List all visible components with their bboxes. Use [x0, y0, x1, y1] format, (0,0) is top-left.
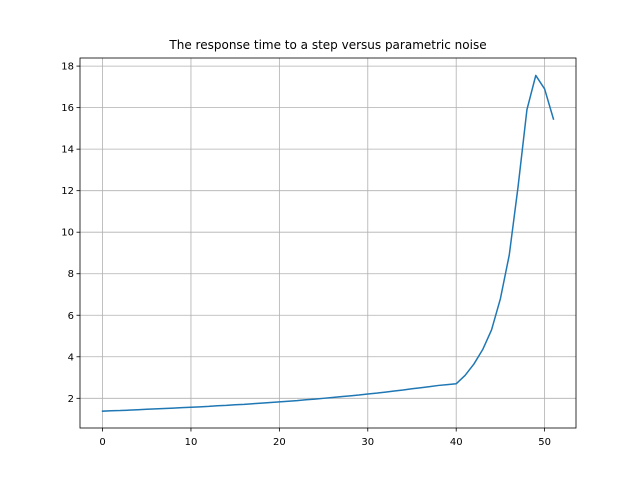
y-tick-label: 10: [61, 228, 74, 239]
x-tick-label: 30: [361, 437, 374, 448]
y-tick-label: 18: [61, 62, 74, 73]
y-tick-label: 16: [61, 103, 74, 114]
x-tick-label: 10: [185, 437, 198, 448]
x-axis: 0 10 20 30 40 50: [99, 428, 551, 448]
x-tick-label: 0: [99, 437, 105, 448]
y-axis: 2 4 6 8 10 12 14 16 18: [61, 62, 80, 405]
x-tick-label: 40: [450, 437, 463, 448]
series-line: [101, 74, 555, 412]
y-tick-label: 8: [68, 269, 74, 280]
y-tick-label: 12: [61, 186, 74, 197]
series-layer: [101, 74, 555, 412]
chart-title: The response time to a step versus param…: [168, 38, 486, 52]
y-tick-label: 2: [68, 394, 74, 405]
y-tick-label: 6: [68, 311, 74, 322]
y-tick-label: 4: [68, 352, 74, 363]
grid: [80, 58, 576, 428]
plot-frame: [79, 57, 577, 429]
y-tick-label: 14: [61, 145, 74, 156]
x-tick-label: 20: [273, 437, 286, 448]
x-tick-label: 50: [538, 437, 551, 448]
